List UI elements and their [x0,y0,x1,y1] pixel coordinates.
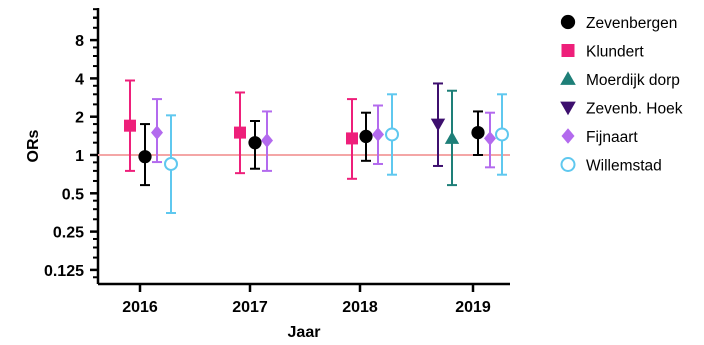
legend-marker [561,128,575,144]
legend-item: Zevenb. Hoek [560,101,683,118]
data-point [151,125,163,140]
data-point [430,118,446,132]
data-point [471,125,485,140]
legend-label: Willemstad [586,158,662,175]
y-axis-title: ORs [25,129,42,162]
legend-marker [560,71,576,85]
legend-label: Zevenb. Hoek [586,101,683,118]
legend-marker [560,101,576,116]
y-tick-label: 0.5 [62,186,84,203]
legend-item: Moerdijk dorp [560,71,680,89]
y-tick-label: 1 [75,148,84,165]
legend-marker [560,14,576,30]
y-tick-label: 0.125 [44,263,84,280]
data-point [138,150,152,164]
data-point [164,156,178,171]
legend-item: Klundert [561,44,644,61]
legend-label: Moerdijk dorp [586,72,680,89]
legend-label: Klundert [586,44,644,61]
y-tick-label: 8 [75,33,84,50]
data-point [346,132,358,145]
legend-item: Zevenbergen [560,14,677,32]
y-tick-label: 2 [75,110,84,127]
data-point [495,127,509,142]
y-tick-label: 4 [75,71,84,88]
markers [124,118,509,171]
data-point [234,126,246,139]
legend: Zevenbergen Klundert Moerdijk dorp Zevenb. … [560,14,683,175]
data-point [248,136,262,150]
legend-marker [560,157,576,172]
data-point [385,127,399,142]
x-tick-label: 2016 [122,299,158,316]
x-tick-label: 2018 [342,299,378,316]
legend-item: Willemstad [560,157,662,175]
y-ticks: 8 4 2 1 0.5 0.25 0.125 [44,8,98,280]
data-point [261,133,273,148]
legend-marker [561,44,575,57]
data-point [444,131,460,144]
x-axis-title: Jaar [288,324,321,341]
y-tick-label: 0.25 [53,225,84,242]
data-point [124,119,136,132]
data-point [372,127,384,142]
legend-label: Fijnaart [586,129,638,146]
legend-item: Fijnaart [561,128,638,146]
x-tick-label: 2017 [232,299,268,316]
error-bars [125,79,507,215]
data-point [484,131,496,146]
data-point [359,129,373,144]
x-tick-label: 2019 [455,299,491,316]
x-ticks: 2016 2017 2018 2019 [122,284,491,316]
legend-label: Zevenbergen [586,15,677,32]
